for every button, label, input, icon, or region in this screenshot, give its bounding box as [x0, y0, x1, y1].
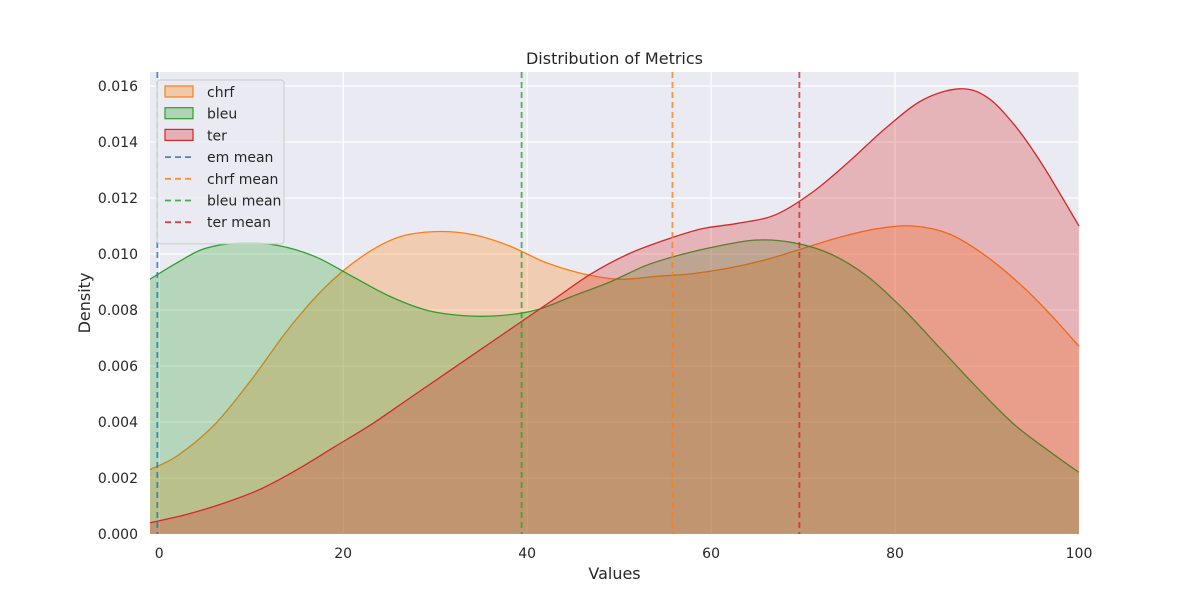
- density-area-chrf: [150, 225, 1079, 535]
- y-tick-label: 0.000: [98, 527, 138, 543]
- legend-box: [156, 79, 285, 245]
- legend-label-chrf: chrf: [207, 85, 235, 101]
- y-tick-label: 0.008: [98, 303, 138, 319]
- legend-label-ter: ter: [207, 128, 227, 144]
- x-tick-label: 100: [1066, 546, 1093, 562]
- x-axis-title: Values: [588, 564, 640, 583]
- mean-lines: [156, 72, 801, 534]
- y-tick-label: 0.006: [98, 359, 138, 375]
- density-area-bleu: [150, 239, 1079, 535]
- density-line-chrf: [149, 225, 1080, 471]
- legend-label-bleu: bleu: [207, 107, 237, 123]
- density-areas: [149, 88, 1080, 535]
- plot-background: [150, 72, 1079, 534]
- y-tick-label: 0.012: [98, 191, 138, 207]
- legend-label-ter-mean: ter mean: [207, 215, 271, 231]
- density-area-ter: [150, 88, 1079, 535]
- y-tick-label: 0.010: [98, 247, 138, 263]
- y-axis-title: Density: [75, 273, 94, 334]
- chart-title: Distribution of Metrics: [526, 49, 703, 68]
- x-tick-label: 0: [155, 546, 164, 562]
- y-tick-label: 0.016: [98, 79, 138, 95]
- x-tick-label: 60: [702, 546, 720, 562]
- legend-label-chrf-mean: chrf mean: [207, 172, 278, 188]
- y-tick-label: 0.014: [98, 135, 138, 151]
- legend-label-bleu-mean: bleu mean: [207, 194, 281, 210]
- grid: [150, 72, 1080, 535]
- x-tick-label: 40: [518, 546, 536, 562]
- x-tick-label: 80: [886, 546, 904, 562]
- legend-swatch-ter: [164, 128, 194, 141]
- density-line-ter: [149, 88, 1080, 524]
- legend: chrf bleu ter em mean chrf mean bleu mean ter …: [156, 79, 285, 245]
- y-tick-labels: 0.000 0.002 0.004 0.006 0.008 0.010 0.012 0.014…: [98, 79, 138, 543]
- legend-label-em-mean: em mean: [207, 150, 273, 166]
- y-tick-label: 0.002: [98, 471, 138, 487]
- x-tick-label: 20: [334, 546, 352, 562]
- legend-swatch-chrf: [164, 85, 194, 98]
- density-line-bleu: [149, 239, 1080, 473]
- legend-swatch-bleu: [164, 107, 194, 120]
- x-tick-labels: 0 20 40 60 80 100: [155, 546, 1093, 562]
- y-tick-label: 0.004: [98, 415, 138, 431]
